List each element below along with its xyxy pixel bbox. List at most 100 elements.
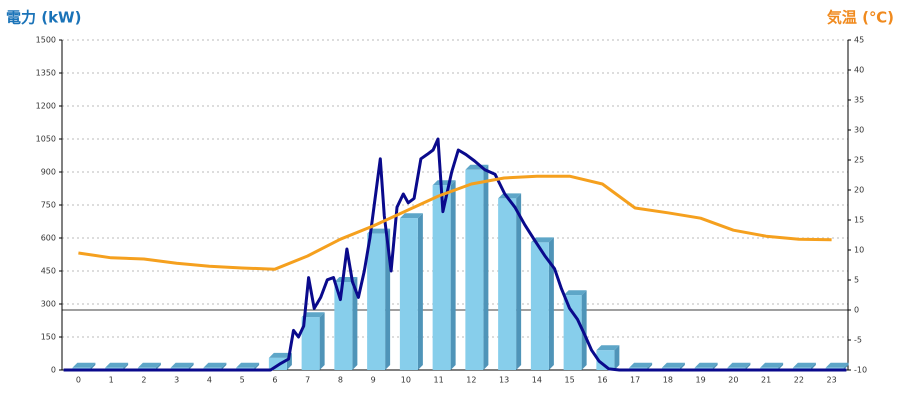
bar-top <box>563 290 587 296</box>
x-tick-label: 19 <box>696 376 706 385</box>
y-tick-label: 1350 <box>36 69 56 78</box>
bar-top <box>825 362 849 368</box>
bar-top <box>727 362 751 368</box>
y-tick-label: 1200 <box>36 102 56 111</box>
bar <box>399 218 418 370</box>
bar-side <box>679 362 685 370</box>
y2-tick-label: 25 <box>854 156 864 165</box>
bar-top <box>629 362 653 368</box>
x-tick-label: 12 <box>466 376 476 385</box>
bar-top <box>661 362 685 368</box>
y-tick-label: 300 <box>41 300 56 309</box>
x-tick-label: 20 <box>728 376 738 385</box>
y2-axis-title: 気温 (℃) <box>827 9 894 27</box>
bar-side <box>319 312 325 370</box>
bar-side <box>155 362 161 370</box>
bar-side <box>647 362 653 370</box>
x-tick-label: 14 <box>532 376 542 385</box>
bar-side <box>778 362 784 370</box>
x-tick-label: 6 <box>272 376 277 385</box>
y2-tick-label: 30 <box>854 126 864 135</box>
bar-side <box>745 362 751 370</box>
bar-top <box>792 362 816 368</box>
y-tick-label: 150 <box>41 333 56 342</box>
y2-tick-label: -10 <box>854 366 867 375</box>
x-tick-label: 5 <box>240 376 245 385</box>
y2-tick-label: 20 <box>854 186 864 195</box>
bar-top <box>105 362 129 368</box>
bar-side <box>516 193 522 370</box>
bar-side <box>450 180 456 370</box>
y-tick-label: 900 <box>41 168 56 177</box>
bar-top <box>268 352 292 358</box>
y-tick-label: 1500 <box>36 36 56 45</box>
bar-top <box>137 362 161 368</box>
x-tick-label: 16 <box>597 376 607 385</box>
bar-top <box>203 362 227 368</box>
x-tick-label: 7 <box>305 376 310 385</box>
bar-side <box>843 362 849 370</box>
bar-side <box>810 362 816 370</box>
y2-tick-label: -5 <box>854 336 862 345</box>
x-tick-label: 15 <box>565 376 575 385</box>
y-axis-title: 電力 (kW) <box>6 9 81 27</box>
x-tick-label: 9 <box>371 376 376 385</box>
x-tick-label: 1 <box>109 376 114 385</box>
y-tick-label: 750 <box>41 201 56 210</box>
y2-tick-label: 35 <box>854 96 864 105</box>
x-tick-label: 13 <box>499 376 509 385</box>
bar-side <box>417 213 423 370</box>
y-tick-label: 450 <box>41 267 56 276</box>
bar-side <box>483 164 489 370</box>
x-tick-label: 18 <box>663 376 673 385</box>
bar <box>432 185 451 370</box>
bar-top <box>367 228 391 234</box>
bar-side <box>254 362 260 370</box>
x-tick-label: 11 <box>434 376 444 385</box>
bar-top <box>72 362 96 368</box>
y2-tick-label: 0 <box>854 306 859 315</box>
bar-side <box>548 237 554 370</box>
bar <box>596 350 615 370</box>
y2-tick-label: 15 <box>854 216 864 225</box>
bar <box>498 198 517 370</box>
bar-top <box>596 345 620 351</box>
bar <box>367 233 386 370</box>
y-tick-label: 1050 <box>36 135 56 144</box>
x-tick-label: 8 <box>338 376 343 385</box>
y-tick-label: 0 <box>51 366 56 375</box>
x-tick-label: 10 <box>401 376 411 385</box>
bar-side <box>188 362 194 370</box>
y2-tick-label: 5 <box>854 276 859 285</box>
bar-top <box>301 312 325 318</box>
x-tick-label: 4 <box>207 376 212 385</box>
bar-side <box>352 277 358 370</box>
x-tick-label: 17 <box>630 376 640 385</box>
bar-top <box>236 362 260 368</box>
bar <box>465 169 484 370</box>
bar-side <box>90 362 96 370</box>
x-tick-label: 2 <box>141 376 146 385</box>
bar-side <box>712 362 718 370</box>
y2-tick-label: 45 <box>854 36 864 45</box>
x-tick-label: 0 <box>76 376 81 385</box>
bar <box>530 242 549 370</box>
y2-tick-label: 40 <box>854 66 864 75</box>
bar-side <box>614 345 620 370</box>
bar <box>563 295 582 370</box>
bar <box>301 317 320 370</box>
bar-top <box>694 362 718 368</box>
x-tick-label: 22 <box>794 376 804 385</box>
bar-side <box>221 362 227 370</box>
line <box>78 174 832 271</box>
bar-top <box>170 362 194 368</box>
line <box>63 137 847 372</box>
x-tick-label: 3 <box>174 376 179 385</box>
y-tick-label: 600 <box>41 234 56 243</box>
x-tick-label: 23 <box>827 376 837 385</box>
bar-side <box>123 362 129 370</box>
bar-top <box>760 362 784 368</box>
bar-top <box>399 213 423 219</box>
bar <box>334 282 353 370</box>
